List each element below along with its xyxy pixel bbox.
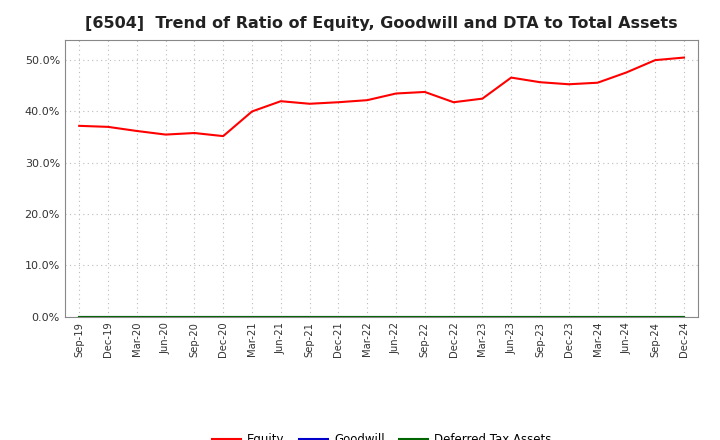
Deferred Tax Assets [651, 314, 660, 319]
Goodwill [132, 314, 141, 319]
Equity [190, 130, 199, 136]
Equity [680, 55, 688, 60]
Equity [334, 99, 343, 105]
Goodwill [651, 314, 660, 319]
Goodwill [104, 314, 112, 319]
Goodwill [593, 314, 602, 319]
Goodwill [392, 314, 400, 319]
Deferred Tax Assets [161, 314, 170, 319]
Equity [104, 124, 112, 129]
Goodwill [334, 314, 343, 319]
Deferred Tax Assets [392, 314, 400, 319]
Deferred Tax Assets [219, 314, 228, 319]
Deferred Tax Assets [190, 314, 199, 319]
Deferred Tax Assets [75, 314, 84, 319]
Equity [363, 98, 372, 103]
Equity [622, 70, 631, 75]
Deferred Tax Assets [132, 314, 141, 319]
Legend: Equity, Goodwill, Deferred Tax Assets: Equity, Goodwill, Deferred Tax Assets [207, 428, 557, 440]
Equity [449, 99, 458, 105]
Goodwill [190, 314, 199, 319]
Goodwill [507, 314, 516, 319]
Equity [392, 91, 400, 96]
Goodwill [75, 314, 84, 319]
Equity [593, 80, 602, 85]
Deferred Tax Assets [449, 314, 458, 319]
Equity [161, 132, 170, 137]
Deferred Tax Assets [305, 314, 314, 319]
Equity [420, 89, 429, 95]
Equity [219, 133, 228, 139]
Equity [276, 99, 285, 104]
Equity [478, 96, 487, 101]
Deferred Tax Assets [104, 314, 112, 319]
Goodwill [449, 314, 458, 319]
Deferred Tax Assets [276, 314, 285, 319]
Goodwill [420, 314, 429, 319]
Deferred Tax Assets [248, 314, 256, 319]
Title: [6504]  Trend of Ratio of Equity, Goodwill and DTA to Total Assets: [6504] Trend of Ratio of Equity, Goodwil… [85, 16, 678, 32]
Equity [564, 81, 573, 87]
Goodwill [680, 314, 688, 319]
Deferred Tax Assets [564, 314, 573, 319]
Deferred Tax Assets [680, 314, 688, 319]
Equity [651, 58, 660, 63]
Deferred Tax Assets [363, 314, 372, 319]
Goodwill [305, 314, 314, 319]
Equity [536, 80, 544, 85]
Deferred Tax Assets [593, 314, 602, 319]
Deferred Tax Assets [507, 314, 516, 319]
Deferred Tax Assets [334, 314, 343, 319]
Equity [132, 128, 141, 134]
Equity [507, 75, 516, 80]
Equity [248, 109, 256, 114]
Goodwill [536, 314, 544, 319]
Goodwill [219, 314, 228, 319]
Goodwill [478, 314, 487, 319]
Line: Equity: Equity [79, 58, 684, 136]
Deferred Tax Assets [420, 314, 429, 319]
Equity [75, 123, 84, 128]
Goodwill [276, 314, 285, 319]
Goodwill [564, 314, 573, 319]
Goodwill [248, 314, 256, 319]
Goodwill [622, 314, 631, 319]
Deferred Tax Assets [536, 314, 544, 319]
Equity [305, 101, 314, 106]
Deferred Tax Assets [478, 314, 487, 319]
Goodwill [161, 314, 170, 319]
Deferred Tax Assets [622, 314, 631, 319]
Goodwill [363, 314, 372, 319]
